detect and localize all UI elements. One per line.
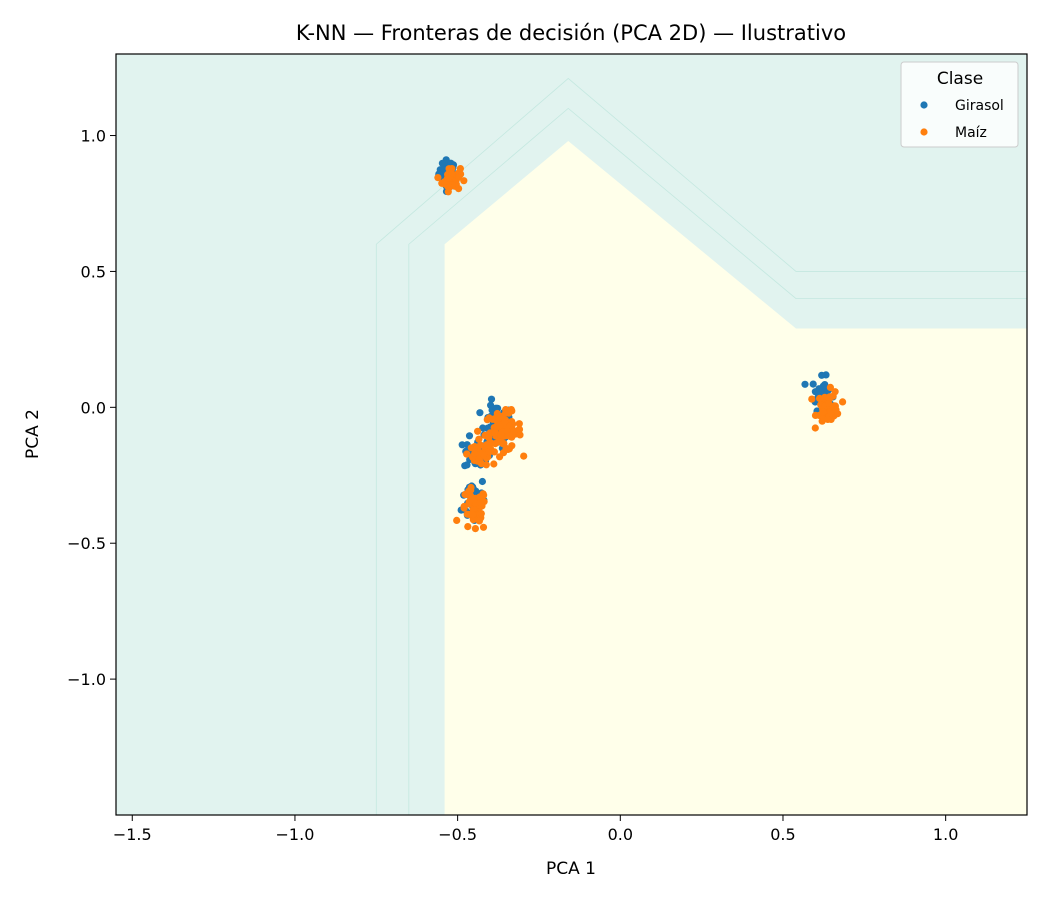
point-maiz: [444, 174, 452, 182]
point-maiz: [500, 418, 509, 426]
point-girasol: [465, 432, 474, 440]
point-maiz: [477, 509, 485, 518]
plot-area: [116, 54, 1027, 815]
point-maiz: [824, 415, 832, 423]
legend-label-maiz: Maíz: [955, 125, 987, 141]
legend: Clase Girasol Maíz: [900, 61, 1019, 148]
point-maiz: [475, 435, 483, 443]
legend-title: Clase: [937, 69, 983, 89]
contour-lines: [375, 77, 1027, 815]
point-maiz: [471, 449, 479, 458]
point-girasol: [447, 159, 455, 167]
point-maiz: [453, 516, 461, 525]
point-maiz: [515, 420, 523, 428]
point-maiz: [505, 432, 513, 440]
x-axis: −1.5 −1.0 −0.5 0.0 0.5 1.0: [113, 815, 958, 844]
legend-marker-girasol: [920, 101, 928, 109]
legend-box: [900, 61, 1019, 148]
point-maiz: [476, 499, 484, 507]
point-maiz: [471, 525, 479, 533]
y-axis: −1.0 −0.5 0.0 0.5 1.0: [67, 127, 116, 689]
point-maiz: [816, 394, 824, 402]
point-maiz: [434, 174, 442, 182]
point-maiz: [819, 408, 827, 416]
point-maiz: [480, 451, 488, 459]
point-maiz: [490, 460, 498, 468]
point-girasol: [476, 409, 484, 417]
point-maiz: [463, 450, 471, 458]
point-maiz: [496, 414, 504, 422]
point-maiz: [516, 431, 524, 439]
point-girasol: [813, 388, 822, 396]
point-maiz: [445, 183, 453, 192]
point-girasol: [458, 441, 466, 449]
point-maiz: [468, 495, 476, 503]
point-girasol: [478, 477, 486, 486]
point-maiz: [445, 165, 453, 173]
point-maiz: [504, 445, 512, 453]
point-girasol: [809, 380, 817, 388]
point-maiz: [460, 177, 468, 185]
point-maiz: [826, 383, 835, 391]
point-girasol: [801, 380, 809, 388]
x-tick-label: −0.5: [438, 825, 477, 844]
y-tick-label: −0.5: [67, 534, 106, 553]
y-tick-label: −1.0: [67, 670, 106, 689]
point-maiz: [487, 439, 495, 447]
legend-label-girasol: Girasol: [955, 98, 1004, 114]
point-maiz: [483, 416, 491, 424]
point-maiz: [469, 510, 477, 518]
point-maiz: [488, 415, 497, 423]
contour-line-1: [375, 77, 1027, 815]
chart-title: K-NN — Fronteras de decisión (PCA 2D) — …: [296, 21, 846, 45]
point-maiz: [515, 425, 524, 433]
point-maiz: [839, 398, 847, 406]
x-tick-label: −1.5: [113, 825, 152, 844]
point-maiz: [475, 517, 483, 525]
point-maiz: [491, 429, 499, 437]
point-girasol: [438, 159, 446, 167]
point-maiz: [497, 431, 505, 439]
point-maiz: [482, 461, 490, 469]
point-maiz: [496, 453, 504, 461]
point-maiz: [460, 502, 468, 511]
point-maiz: [832, 406, 840, 414]
decision-region-maiz: [444, 140, 1027, 815]
point-girasol: [463, 461, 471, 469]
y-tick-label: 1.0: [81, 127, 106, 146]
point-maiz: [464, 523, 472, 531]
point-maiz: [463, 510, 471, 518]
point-maiz: [456, 165, 464, 173]
y-tick-label: 0.0: [81, 398, 106, 417]
point-girasol: [487, 395, 496, 403]
point-maiz: [825, 399, 833, 407]
point-maiz: [474, 427, 482, 435]
point-maiz: [520, 452, 528, 460]
point-maiz: [808, 395, 816, 403]
point-maiz: [495, 438, 503, 446]
point-maiz: [510, 427, 518, 435]
point-maiz: [479, 523, 488, 531]
contour-line-0: [408, 107, 1027, 815]
y-axis-label: PCA 2: [23, 409, 43, 459]
point-maiz: [476, 493, 484, 501]
y-tick-label: 0.5: [81, 262, 106, 281]
point-maiz: [455, 173, 463, 181]
x-tick-label: −1.0: [276, 825, 315, 844]
series-maiz: [434, 165, 847, 533]
x-axis-label: PCA 1: [546, 859, 596, 879]
point-girasol: [487, 401, 495, 409]
point-girasol: [818, 371, 826, 379]
plot-frame: [115, 53, 1028, 816]
x-tick-label: 0.0: [608, 825, 633, 844]
data-points: [434, 156, 847, 533]
point-maiz: [831, 388, 839, 396]
legend-marker-maiz: [920, 128, 928, 136]
x-tick-label: 1.0: [933, 825, 958, 844]
x-tick-label: 0.5: [770, 825, 795, 844]
point-maiz: [811, 424, 819, 432]
